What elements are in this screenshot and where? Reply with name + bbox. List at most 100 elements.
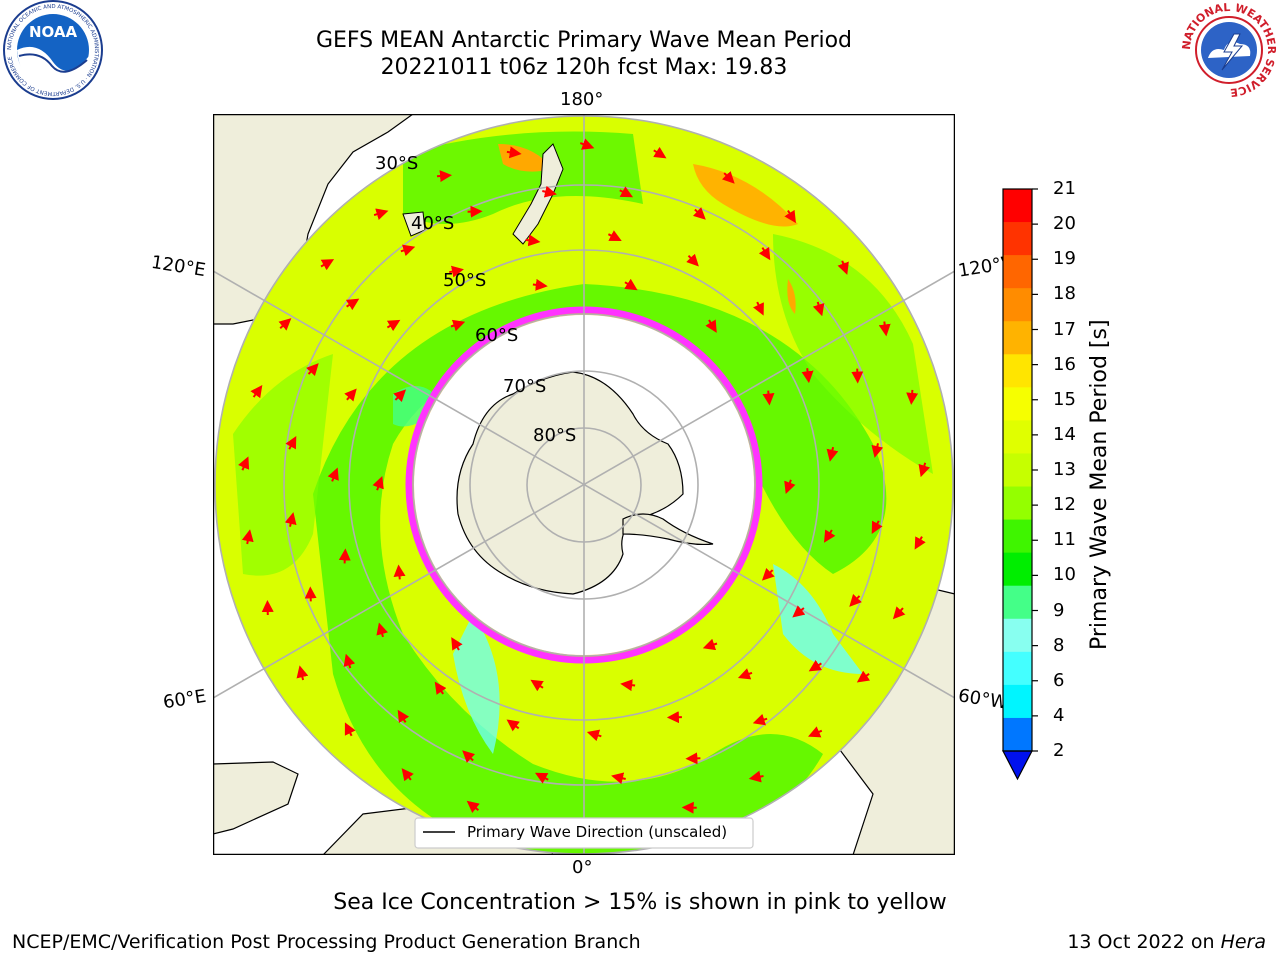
wave-arrow	[878, 321, 891, 337]
wave-arrow	[285, 435, 297, 450]
wave-arrow	[871, 520, 883, 535]
colorbar-band	[1003, 519, 1032, 554]
wave-arrow	[653, 146, 667, 159]
wave-arrow	[344, 388, 357, 402]
wave-arrow	[619, 186, 634, 198]
wave-arrow	[434, 681, 447, 695]
chart-title: GEFS MEAN Antarctic Primary Wave Mean Pe…	[315, 28, 853, 53]
colorbar-tick-label: 18	[1053, 283, 1076, 305]
orange-area-south-pacific	[787, 279, 796, 314]
wave-arrow	[871, 443, 884, 458]
wave-arrow	[762, 390, 775, 406]
map-legend: Primary Wave Direction (unscaled)	[414, 817, 754, 849]
colorbar-tick-label: 2	[1053, 740, 1065, 761]
colorbar-band	[1003, 651, 1032, 686]
footer-host: Hera	[1220, 931, 1266, 953]
colorbar-band	[1003, 420, 1032, 454]
wave-arrow	[808, 659, 823, 672]
colorbar-band	[1003, 552, 1032, 587]
wave-arrow	[534, 772, 549, 784]
colorbar-band	[1003, 255, 1032, 289]
wave-arrow	[542, 185, 557, 198]
wave-arrow	[320, 259, 335, 271]
wave-arrow	[579, 138, 595, 150]
wave-arrow	[338, 548, 351, 564]
madagascar-land	[213, 761, 299, 835]
wave-arrow	[372, 476, 384, 491]
colorbar-tick-label: 14	[1053, 423, 1076, 445]
colorbar-band	[1003, 222, 1032, 256]
antarctic-peninsula	[622, 513, 714, 546]
wave-arrow	[705, 319, 717, 333]
polar-map: 30°S 40°S 50°S 60°S 70°S 80°S Primary Wa…	[213, 114, 955, 855]
wave-arrow	[449, 265, 464, 278]
colorbar-band	[1003, 354, 1032, 388]
wave-arrow	[284, 512, 297, 527]
wave-arrow	[620, 679, 636, 692]
wave-arrow	[918, 462, 931, 478]
wave-arrow	[400, 244, 416, 257]
wave-arrow	[393, 564, 406, 580]
wave-arrow	[532, 278, 548, 291]
colorbar-tick-label: 19	[1053, 248, 1076, 270]
colorbar-band	[1003, 453, 1032, 488]
wave-arrow	[784, 209, 796, 224]
colorbar-band	[1003, 717, 1032, 752]
lat-label-60s: 60°S	[475, 325, 518, 346]
sea-ice-caption: Sea Ice Concentration > 15% is shown in …	[333, 890, 947, 915]
wave-arrow	[327, 467, 339, 482]
colorbar-band	[1003, 288, 1032, 322]
lon-label-180: 180°	[560, 89, 604, 110]
wave-arrow	[914, 536, 926, 550]
wave-arrow	[397, 709, 410, 724]
colorbar-tick-label: 16	[1053, 353, 1076, 375]
colorbar-band	[1003, 585, 1032, 620]
wave-arrow	[737, 668, 753, 680]
wave-arrow	[241, 529, 254, 545]
colorbar-tick-label: 10	[1053, 564, 1076, 586]
wave-arrow	[692, 207, 706, 220]
wave-arrow	[906, 389, 919, 405]
colorbar-band	[1003, 387, 1032, 421]
wave-arrow	[812, 301, 825, 317]
noaa-logo-text: NOAA	[29, 23, 78, 41]
wave-arrow	[823, 529, 836, 543]
meridians	[213, 114, 955, 855]
colorbar-band	[1003, 486, 1032, 521]
noaa-logo: NOAA NATIONAL OCEANIC AND ATMOSPHERIC AD…	[3, 0, 103, 100]
footer-date-text: 13 Oct 2022 on	[1067, 931, 1221, 953]
colorbar-band	[1003, 618, 1032, 653]
wave-arrow	[753, 301, 764, 316]
wave-arrow	[624, 278, 638, 291]
wave-arrow	[611, 772, 626, 785]
colorbar-tick-label: 13	[1053, 459, 1076, 480]
colorbar-label: Primary Wave Mean Period [s]	[1087, 319, 1112, 650]
wave-arrow	[801, 368, 814, 384]
legend-label: Primary Wave Direction (unscaled)	[467, 823, 727, 841]
green-band-north	[403, 131, 643, 224]
wave-arrow	[586, 729, 602, 742]
green-band-west	[233, 354, 333, 576]
nws-logo: NATIONAL WEATHER SERVICE	[1180, 1, 1278, 99]
wave-arrow	[849, 593, 862, 607]
chart-subtitle: 20221011 t06z 120h fcst Max: 19.83	[380, 55, 788, 80]
lon-label-120e: 120°E	[149, 251, 208, 282]
wave-arrow	[344, 722, 356, 737]
wave-arrow	[306, 363, 319, 377]
colorbar-band	[1003, 684, 1032, 719]
wave-arrow	[792, 605, 806, 618]
wave-arrow	[462, 750, 476, 763]
new-zealand-land	[512, 143, 564, 245]
wave-arrow	[296, 665, 309, 681]
wave-arrow	[238, 456, 250, 471]
lon-label-0: 0°	[572, 857, 593, 878]
wave-arrow	[278, 318, 292, 331]
wave-arrow	[401, 768, 414, 782]
wave-arrow	[686, 253, 699, 267]
wave-arrow	[856, 670, 871, 683]
australia-land	[213, 114, 415, 325]
wave-arrow	[466, 800, 480, 813]
wave-arrow	[451, 637, 463, 651]
cyan-patch-atlantic	[453, 614, 500, 754]
wave-arrow	[386, 319, 401, 332]
